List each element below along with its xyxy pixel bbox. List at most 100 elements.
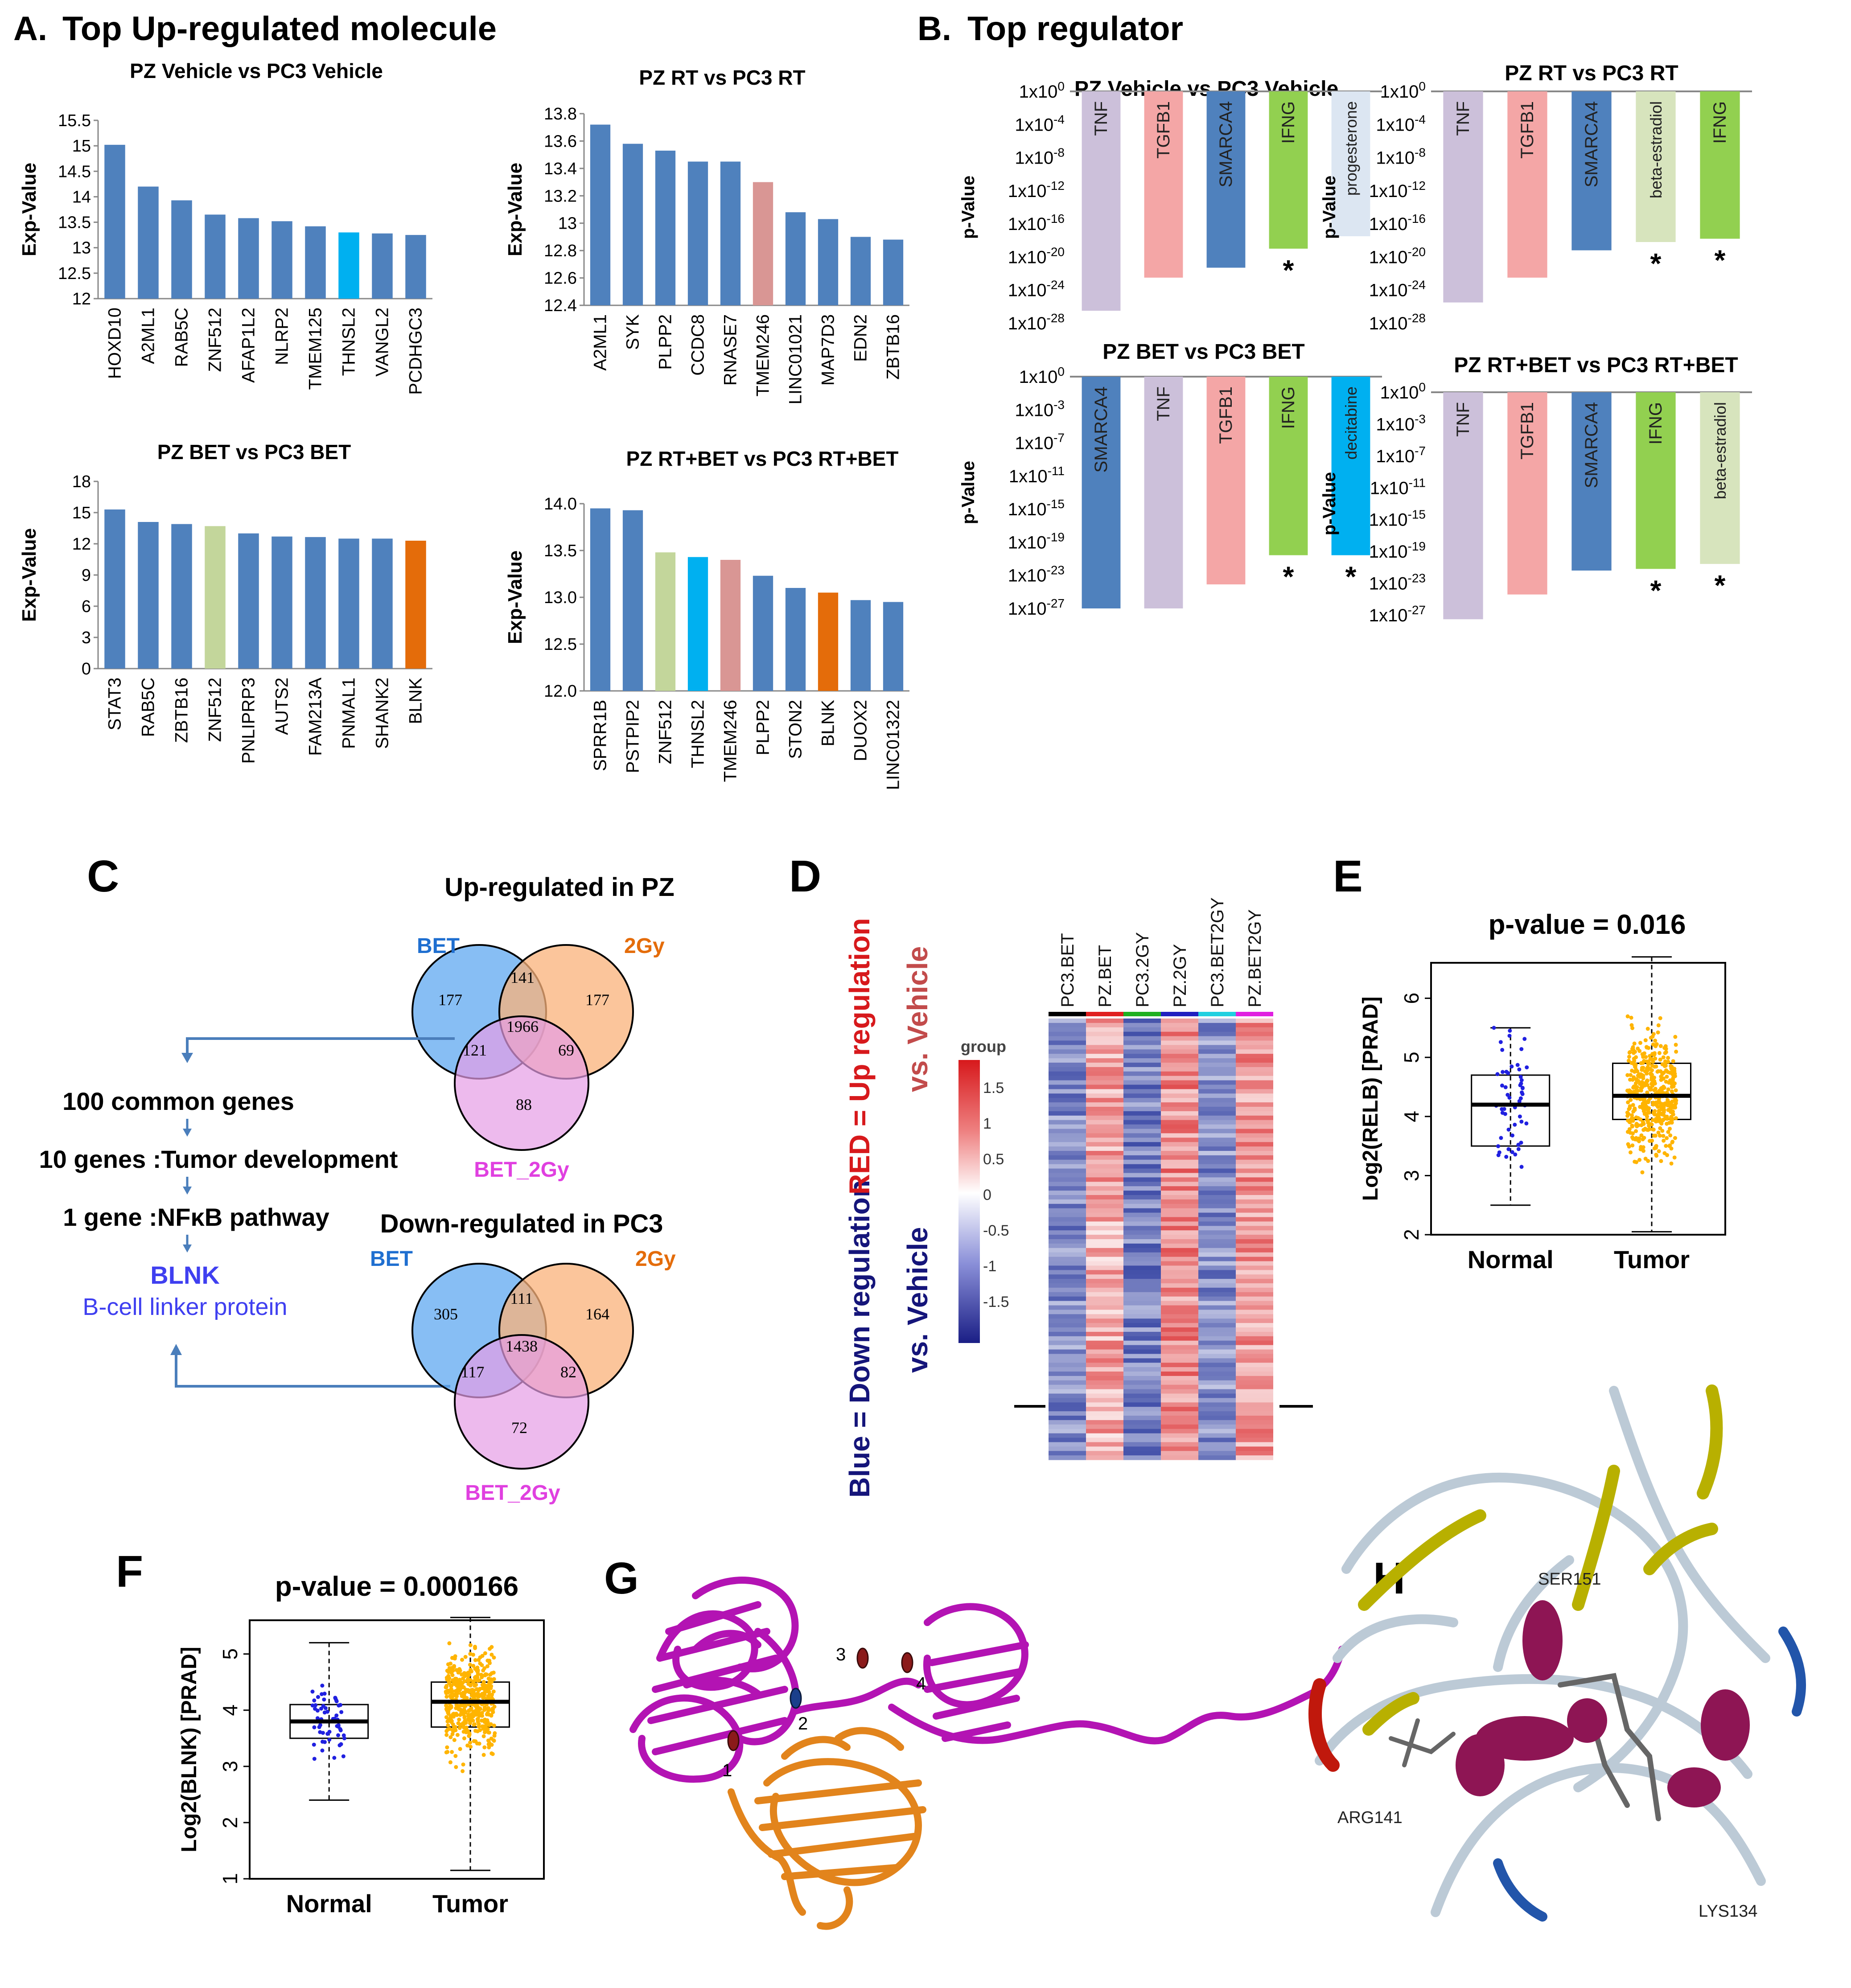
heatmap-cell xyxy=(1123,1429,1161,1434)
heatmap-cell xyxy=(1198,1239,1236,1244)
bar-thnsl2 xyxy=(338,232,359,299)
y-tick-label: 1x10-15 xyxy=(1369,508,1426,530)
data-point xyxy=(1648,1054,1652,1058)
heatmap-cell xyxy=(1123,1292,1161,1297)
heatmap-cell xyxy=(1198,1345,1236,1350)
heatmap-group-bar xyxy=(1049,1012,1086,1016)
data-point xyxy=(334,1699,339,1704)
y-tick-label: 2 xyxy=(218,1817,242,1828)
y-tick-label: 1x10-11 xyxy=(1370,476,1426,498)
heatmap-cell xyxy=(1161,1345,1198,1350)
data-point xyxy=(1507,1034,1512,1038)
y-axis-label: Exp-Value xyxy=(504,550,526,644)
data-point xyxy=(444,1715,448,1720)
data-point xyxy=(338,1728,343,1733)
heatmap-cell xyxy=(1086,1429,1123,1434)
panel-a-label: A. xyxy=(13,10,47,48)
heatmap-cell xyxy=(1198,1363,1236,1368)
heatmap-cell xyxy=(1198,1217,1236,1222)
heatmap-cell xyxy=(1198,1283,1236,1288)
y-tick-label: 4 xyxy=(218,1705,242,1716)
data-point xyxy=(1513,1122,1517,1127)
heatmap-cell xyxy=(1086,1177,1123,1182)
heatmap-cell xyxy=(1198,1442,1236,1447)
heatmap-cell xyxy=(1086,1327,1123,1332)
venn-up-label-bet2gy: BET_2Gy xyxy=(474,1158,569,1182)
data-point xyxy=(1656,1030,1660,1035)
heatmap-cell xyxy=(1086,1424,1123,1429)
data-point xyxy=(466,1717,470,1721)
data-point xyxy=(1628,1130,1633,1135)
bar-pnliprp3 xyxy=(238,533,259,669)
data-point xyxy=(320,1748,325,1753)
data-point xyxy=(493,1731,497,1735)
heatmap-cell xyxy=(1198,1226,1236,1231)
data-point xyxy=(1660,1102,1664,1106)
data-point xyxy=(468,1683,473,1688)
heatmap-cell xyxy=(1049,1089,1086,1094)
data-point xyxy=(1492,1026,1496,1030)
heatmap-cell xyxy=(1198,1023,1236,1028)
heatmap-cell xyxy=(1086,1063,1123,1068)
data-point xyxy=(1499,1136,1503,1140)
heatmap-column-label: PC3.BET2GY xyxy=(1208,897,1227,1007)
heatmap-cell xyxy=(1198,1177,1236,1182)
data-point xyxy=(1519,1078,1524,1082)
data-point xyxy=(1640,1170,1645,1175)
y-tick-label: 13.6 xyxy=(544,132,577,151)
data-point xyxy=(1658,1119,1662,1124)
heatmap-cell xyxy=(1123,1226,1161,1231)
box xyxy=(1471,1074,1551,1147)
panel-f-label: F xyxy=(116,1547,143,1597)
data-point xyxy=(483,1690,487,1694)
result-gene: BLNK xyxy=(150,1261,220,1289)
data-point xyxy=(1665,1136,1669,1140)
data-point xyxy=(485,1659,490,1663)
heatmap-cell xyxy=(1161,1243,1198,1249)
chart-b1: PZ Vehicle vs PC3 Vehiclep-Value1x1001x1… xyxy=(958,77,1382,333)
data-point xyxy=(451,1729,455,1733)
heatmap-cell xyxy=(1049,1203,1086,1209)
data-point xyxy=(1495,1072,1500,1076)
venn-up-count: 177 xyxy=(438,991,462,1009)
data-point xyxy=(1665,1117,1670,1121)
heatmap-cell xyxy=(1161,1199,1198,1204)
heatmap-cell xyxy=(1236,1146,1273,1151)
data-point xyxy=(1647,1085,1652,1090)
chart-f: p-value = 0.000166 Log2(BLNK) [PRAD] 1 2 3 4 5… xyxy=(177,1571,545,1918)
heatmap-cell xyxy=(1161,1230,1198,1235)
data-point xyxy=(1666,1102,1670,1107)
data-point xyxy=(327,1729,332,1734)
heatmap-cell xyxy=(1049,1173,1086,1178)
heatmap-cell xyxy=(1161,1151,1198,1156)
heatmap-cell xyxy=(1086,1142,1123,1147)
heatmap-cell xyxy=(1086,1345,1123,1350)
heatmap-cell xyxy=(1198,1261,1236,1266)
data-point xyxy=(1662,1108,1666,1112)
data-point xyxy=(1639,1088,1643,1093)
heatmap-cell xyxy=(1049,1076,1086,1081)
data-point xyxy=(1674,1049,1678,1054)
data-point xyxy=(449,1705,453,1709)
heatmap-cell xyxy=(1049,1296,1086,1302)
heatmap-cell xyxy=(1086,1071,1123,1076)
heatmap-cell xyxy=(1049,1036,1086,1041)
y-tick-label: 1x10-24 xyxy=(1369,278,1426,300)
regulator-bar-progesterone xyxy=(1331,91,1370,236)
data-point xyxy=(1670,1079,1675,1084)
data-point xyxy=(478,1728,482,1733)
heatmap-legend-tick: 0.5 xyxy=(983,1151,1004,1168)
heatmap-column-label: PZ.BET xyxy=(1095,945,1115,1007)
x-tick-label: ZNF512 xyxy=(656,700,675,764)
data-point xyxy=(1671,1059,1675,1064)
chart-title: PZ RT vs PC3 RT xyxy=(639,66,805,89)
y-tick-label: 13.2 xyxy=(544,187,577,205)
x-tick-label: AFAP1L2 xyxy=(239,308,259,383)
heatmap-cell xyxy=(1086,1173,1123,1178)
data-point xyxy=(1500,1047,1505,1052)
regulator-label: IFNG xyxy=(1279,101,1298,144)
data-point xyxy=(482,1708,486,1712)
heatmap-cell xyxy=(1049,1235,1086,1240)
heatmap-cell xyxy=(1236,1080,1273,1085)
y-tick-label: 12.5 xyxy=(544,635,577,654)
